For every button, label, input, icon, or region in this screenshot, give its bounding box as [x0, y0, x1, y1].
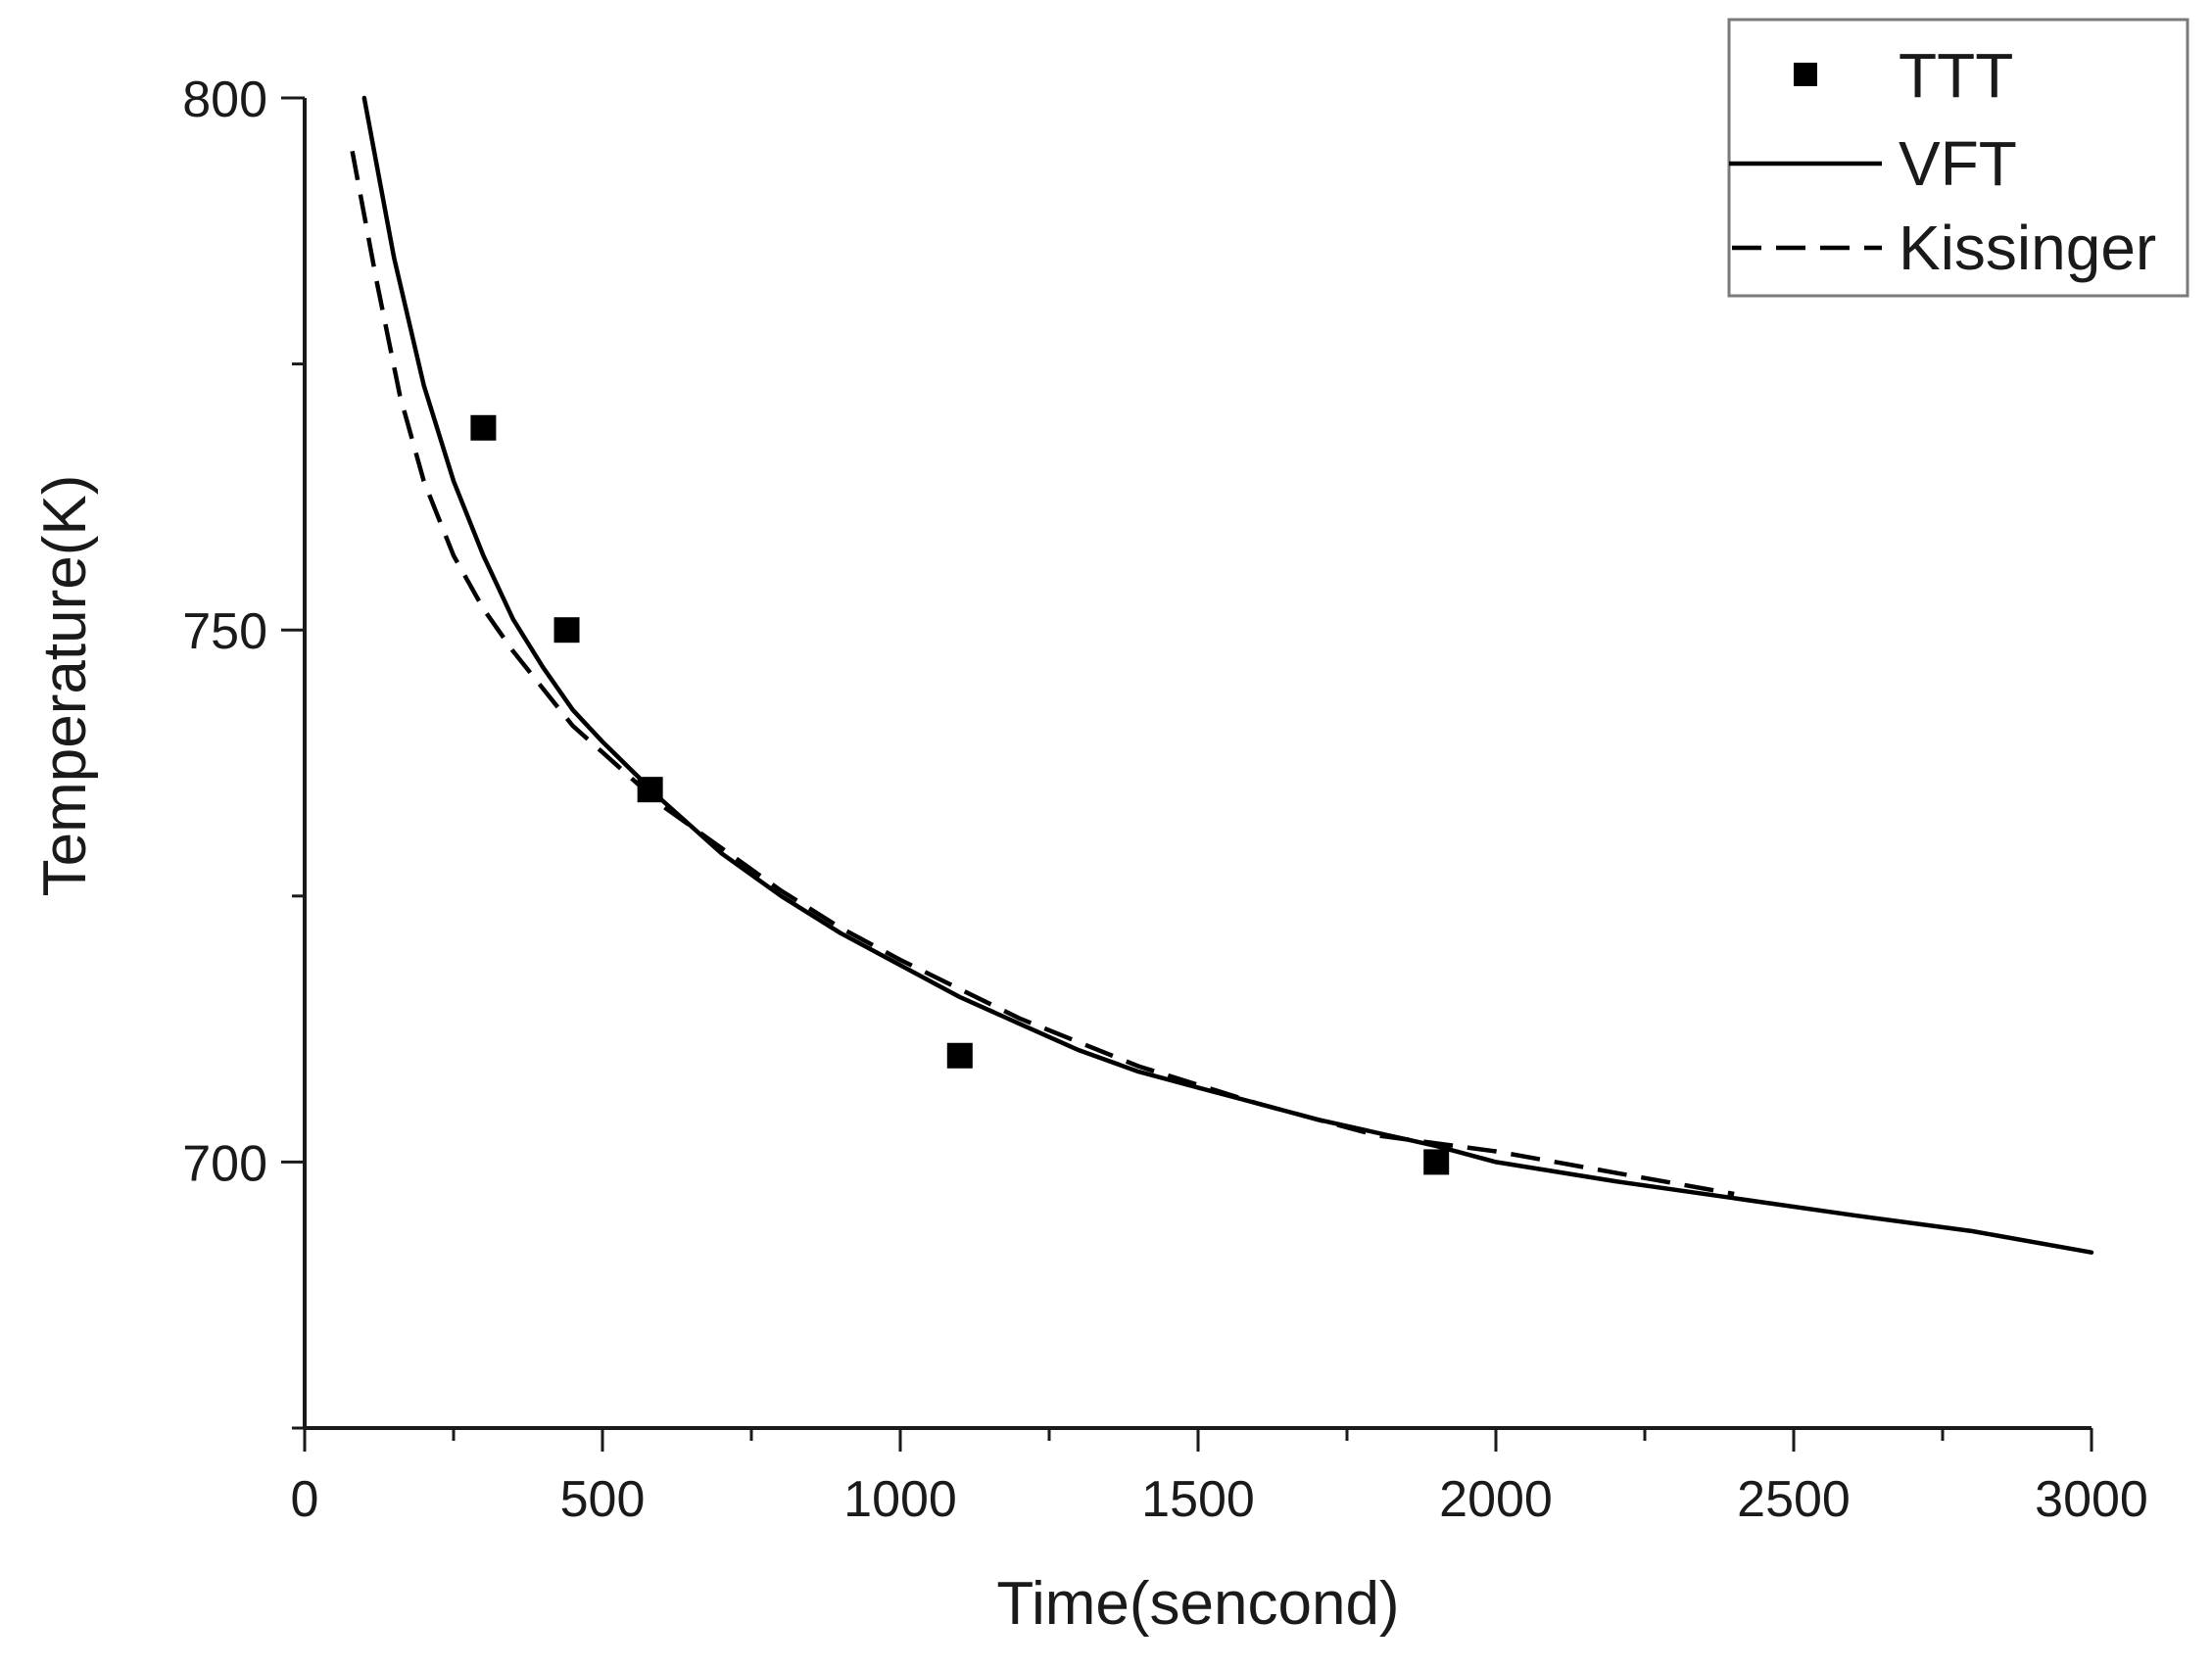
x-ticks: 0 500 1000 1500 2000 2500 3000 — [291, 1428, 2148, 1528]
series-kissinger-line — [350, 150, 1735, 1197]
series-ttt-point — [1423, 1149, 1450, 1175]
x-tick-label: 2500 — [1737, 1471, 1851, 1528]
y-ticks: 700 750 800 — [182, 72, 305, 1430]
series-ttt-point — [946, 1042, 973, 1069]
legend-kissinger-label: Kissinger — [1899, 213, 2156, 283]
y-axis-title: Temperature(K) — [31, 475, 99, 897]
legend: TTT VFT Kissinger — [1727, 18, 2189, 298]
x-tick-label: 500 — [560, 1471, 646, 1528]
x-tick-label: 1000 — [843, 1471, 957, 1528]
legend-ttt-marker — [1794, 63, 1817, 86]
x-tick-label: 1500 — [1141, 1471, 1255, 1528]
x-tick-label: 3000 — [2035, 1471, 2148, 1528]
y-tick-label: 750 — [182, 603, 267, 660]
x-tick-label: 2000 — [1439, 1471, 1553, 1528]
x-tick-label: 0 — [291, 1471, 319, 1528]
legend-vft-label: VFT — [1899, 128, 2017, 199]
legend-ttt-label: TTT — [1899, 40, 2013, 111]
series-ttt-point — [553, 617, 580, 644]
series-ttt-point — [470, 414, 497, 441]
y-tick-label: 700 — [182, 1135, 267, 1192]
x-axis-title: Time(sencond) — [996, 1570, 1399, 1638]
series-vft-line — [361, 95, 2094, 1255]
series-layer — [350, 95, 2094, 1255]
y-tick-label: 800 — [182, 72, 267, 128]
